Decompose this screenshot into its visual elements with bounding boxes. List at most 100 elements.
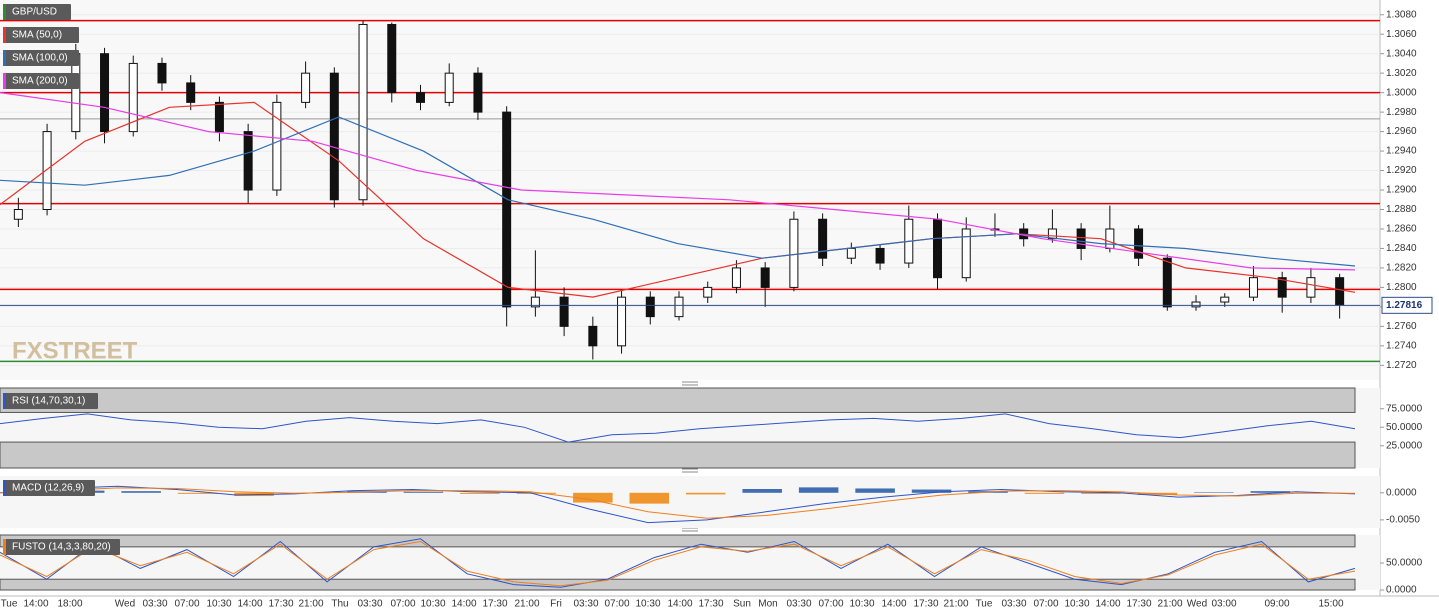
- y-tick-label: 50.0000: [1386, 422, 1423, 433]
- x-tick-label: 10:30: [420, 599, 445, 610]
- candle-body: [961, 228, 971, 279]
- badge-stripe: [3, 50, 6, 66]
- x-tick-label: Thu: [331, 599, 348, 610]
- badge-stripe: [3, 393, 6, 409]
- x-tick-label: 14:00: [667, 599, 692, 610]
- x-tick-label: 21:00: [1157, 599, 1182, 610]
- y-tick-label: 1.2980: [1386, 107, 1417, 118]
- x-tick-label: 14:00: [237, 599, 262, 610]
- badge: [3, 27, 79, 43]
- badge: [3, 480, 95, 496]
- x-tick-label: Tue: [1, 599, 18, 610]
- histogram-bar: [911, 489, 952, 493]
- x-tick-label: Tue: [976, 599, 993, 610]
- candle-body: [617, 296, 627, 347]
- y-tick-label: 50.0000: [1386, 558, 1423, 569]
- histogram-bar: [742, 489, 782, 493]
- y-tick-label: 1.2740: [1386, 340, 1417, 351]
- candle-body: [1047, 228, 1057, 240]
- badge-stripe: [3, 539, 6, 555]
- x-tick-label: 09:00: [1264, 599, 1289, 610]
- y-tick-label: 0.0000: [1386, 487, 1417, 498]
- histogram-bar: [1024, 492, 1065, 494]
- badge-label: GBP/USD: [12, 7, 57, 18]
- sma-line: [0, 101, 1356, 298]
- x-tick-label: 17:30: [913, 599, 938, 610]
- y-tick-label: 1.2880: [1386, 204, 1417, 215]
- y-tick-label: 1.2820: [1386, 263, 1417, 274]
- candle-body: [100, 53, 110, 133]
- sma-line: [0, 92, 1356, 271]
- candle-body: [157, 62, 167, 84]
- rsi-line: [0, 413, 1356, 443]
- badge-stripe: [3, 480, 6, 496]
- x-tick-label: 14:00: [23, 599, 48, 610]
- y-tick-label: 1.3040: [1386, 48, 1417, 59]
- histogram-bar: [573, 492, 613, 503]
- x-tick-label: 18:00: [57, 599, 82, 610]
- x-tick-label: Mon: [758, 599, 777, 610]
- x-tick-label: 14:00: [881, 599, 906, 610]
- candle-body: [1134, 228, 1144, 259]
- x-tick-label: 03:00: [1211, 599, 1236, 610]
- histogram-bar: [798, 487, 839, 493]
- badge-label: RSI (14,70,30,1): [12, 396, 85, 407]
- x-tick-label: 07:00: [174, 599, 199, 610]
- x-tick-label: 07:00: [818, 599, 843, 610]
- badge-label: MACD (12,26,9): [12, 483, 84, 494]
- x-tick-label: 07:00: [1033, 599, 1058, 610]
- watermark: FXSTREET: [12, 337, 138, 364]
- y-tick-label: 1.2920: [1386, 165, 1417, 176]
- band: [0, 534, 1356, 548]
- histogram-bar: [460, 492, 500, 494]
- candle-body: [1162, 257, 1172, 308]
- candle-body: [789, 218, 799, 288]
- panel-bg: [0, 476, 1380, 528]
- macd-line: [0, 485, 1356, 524]
- candle-body: [703, 286, 713, 298]
- candle-body: [559, 296, 569, 327]
- sma-line: [0, 116, 1356, 267]
- candle-body: [846, 247, 856, 259]
- candle-body: [1248, 277, 1258, 298]
- candle-body: [674, 296, 684, 318]
- candle-body: [1076, 228, 1086, 249]
- candle-body: [1335, 277, 1345, 306]
- x-tick-label: 17:30: [1126, 599, 1151, 610]
- stoch-line: [0, 538, 1356, 588]
- x-tick-label: 21:00: [514, 599, 539, 610]
- last-price-box: [1381, 296, 1433, 314]
- candle-body: [243, 131, 253, 191]
- histogram-bar: [1250, 491, 1291, 493]
- y-tick-label: 1.3080: [1386, 9, 1417, 20]
- x-tick-label: 10:30: [849, 599, 874, 610]
- candle-body: [329, 72, 339, 201]
- candle-body: [1191, 301, 1201, 308]
- candle-body: [1277, 277, 1287, 298]
- y-tick-label: 1.3000: [1386, 87, 1417, 98]
- y-tick-label: 1.2720: [1386, 360, 1417, 371]
- candle-body: [444, 72, 454, 103]
- badge: [3, 393, 98, 409]
- y-tick-label: 75.0000: [1386, 403, 1423, 414]
- candle-body: [588, 325, 598, 347]
- candle-body: [128, 62, 138, 133]
- badge-stripe: [3, 4, 6, 20]
- candle-body: [1105, 228, 1115, 249]
- x-tick-label: 03:30: [786, 599, 811, 610]
- x-tick-label: 21:00: [943, 599, 968, 610]
- x-tick-label: 03:30: [1001, 599, 1026, 610]
- y-tick-label: -0.0050: [1386, 515, 1420, 526]
- candle-body: [387, 23, 397, 94]
- x-tick-label: 10:30: [206, 599, 231, 610]
- badge: [3, 73, 79, 89]
- badge-label: FUSTO (14,3,3,80,20): [12, 542, 111, 553]
- candle-body: [473, 72, 483, 113]
- y-tick-label: 1.2940: [1386, 146, 1417, 157]
- y-tick-label: 0.0000: [1386, 585, 1417, 596]
- histogram-bar: [403, 491, 444, 493]
- candle-body: [1306, 277, 1316, 298]
- x-tick-label: 10:30: [635, 599, 660, 610]
